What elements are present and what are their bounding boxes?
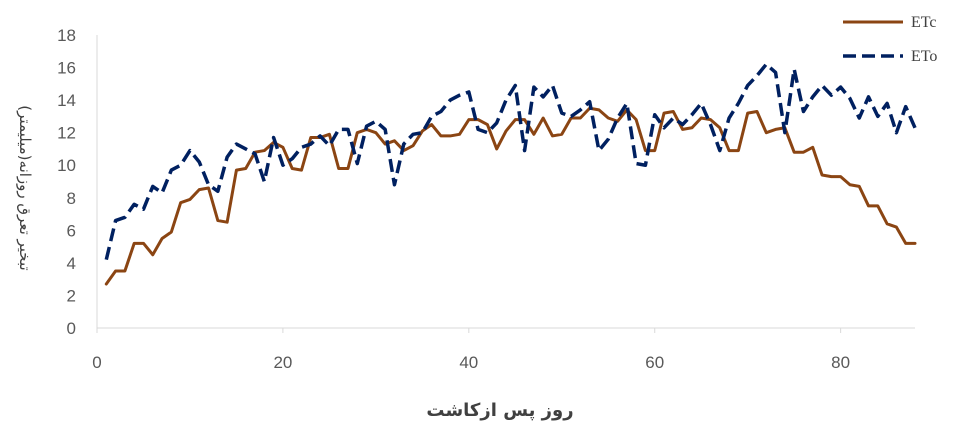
y-tick-label: 6 bbox=[67, 221, 76, 240]
y-tick-label: 4 bbox=[67, 254, 76, 273]
y-tick-label: 2 bbox=[67, 286, 76, 305]
y-tick-label: 0 bbox=[67, 319, 76, 338]
x-tick-label: 0 bbox=[92, 353, 101, 372]
plot-area: 0 2 4 6 8 10 12 14 16 18 0 20 40 60 80 bbox=[57, 26, 917, 372]
legend-label-etc: ETc bbox=[911, 14, 937, 31]
legend-label-eto: ETo bbox=[911, 48, 937, 65]
x-tick-label: 80 bbox=[831, 353, 850, 372]
y-tick-label: 8 bbox=[67, 189, 76, 208]
x-tick-label: 60 bbox=[645, 353, 664, 372]
series-line-etc bbox=[104, 106, 917, 286]
y-tick-label: 16 bbox=[57, 59, 76, 78]
x-axis-label: روز پس ازکاشت bbox=[426, 400, 573, 421]
x-tick-label: 20 bbox=[273, 353, 292, 372]
series-line-eto bbox=[104, 62, 917, 261]
y-axis-label: تبخیر تعرق روزانه(میلیمتر) bbox=[16, 105, 34, 270]
x-tick-label: 40 bbox=[459, 353, 478, 372]
y-tick-label: 18 bbox=[57, 26, 76, 45]
legend: ETc ETo bbox=[843, 14, 937, 65]
y-tick-label: 12 bbox=[57, 124, 76, 143]
y-tick-label: 10 bbox=[57, 156, 76, 175]
y-tick-label: 14 bbox=[57, 91, 76, 110]
